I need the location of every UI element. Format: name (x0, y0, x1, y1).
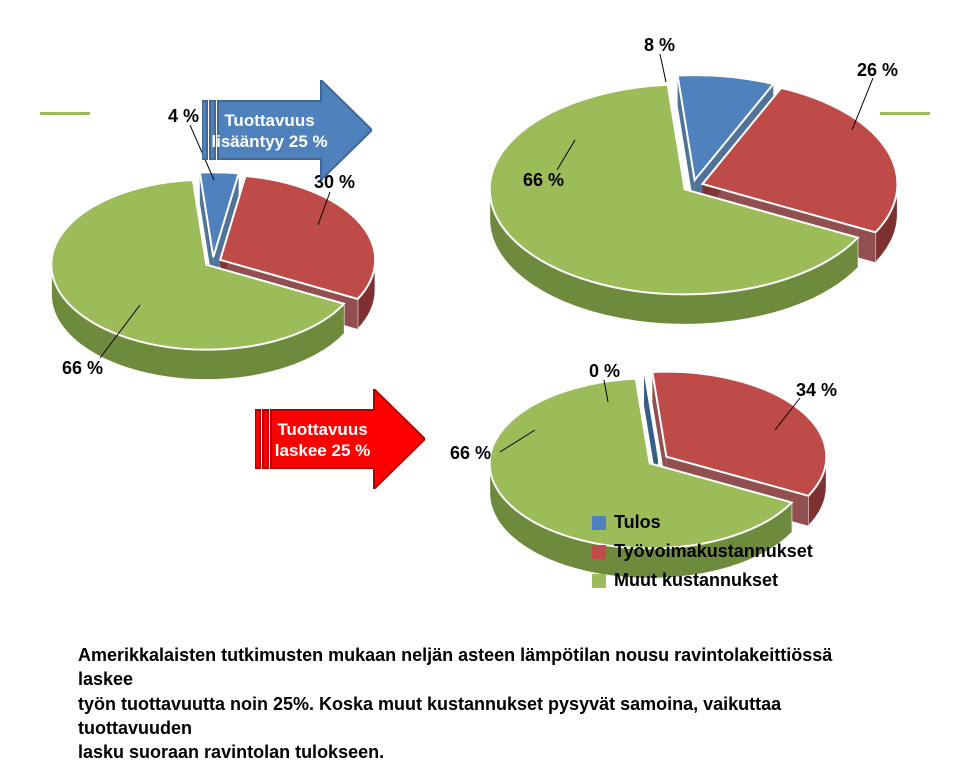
svg-text:Tuottavuus: Tuottavuus (224, 111, 314, 130)
paragraph-line3: lasku suoraan ravintolan tulokseen. (78, 742, 384, 762)
svg-text:Tuottavuus: Tuottavuus (277, 420, 367, 439)
svg-text:lisääntyy 25 %: lisääntyy 25 % (211, 132, 327, 151)
legend-item: Muut kustannukset (592, 570, 813, 591)
legend-swatch (592, 516, 606, 530)
label-b-66: 66 % (450, 443, 491, 464)
label-b-34: 34 % (796, 380, 837, 401)
legend-label: Työvoimakustannukset (614, 541, 813, 562)
svg-text:laskee 25 %: laskee 25 % (275, 441, 370, 460)
legend-swatch (592, 574, 606, 588)
arrow-productivity-down: Tuottavuus laskee 25 % (255, 389, 425, 494)
label-tr-8: 8 % (644, 35, 675, 56)
label-tr-26: 26 % (857, 60, 898, 81)
paragraph-line1: Amerikkalaisten tutkimusten mukaan neljä… (78, 645, 832, 689)
accent-bar-left (40, 112, 90, 115)
legend-label: Muut kustannukset (614, 570, 778, 591)
arrow-productivity-up: Tuottavuus lisääntyy 25 % (202, 80, 372, 185)
chart-legend: Tulos Työvoimakustannukset Muut kustannuks… (592, 512, 813, 599)
legend-item: Työvoimakustannukset (592, 541, 813, 562)
label-tr-66: 66 % (523, 170, 564, 191)
label-tl-4: 4 % (168, 106, 199, 127)
legend-item: Tulos (592, 512, 813, 533)
label-tl-66: 66 % (62, 358, 103, 379)
legend-label: Tulos (614, 512, 661, 533)
legend-swatch (592, 545, 606, 559)
paragraph-line2: työn tuottavuutta noin 25%. Koska muut k… (78, 694, 781, 738)
label-b-0: 0 % (589, 361, 620, 382)
summary-paragraph: Amerikkalaisten tutkimusten mukaan neljä… (78, 643, 878, 764)
pie-top-right (468, 51, 918, 351)
